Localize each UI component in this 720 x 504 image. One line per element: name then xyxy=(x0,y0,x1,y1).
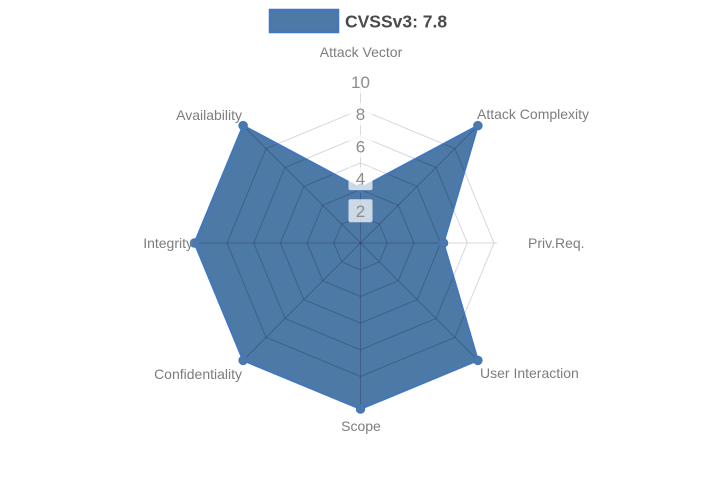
axis-label-attack-vector: Attack Vector xyxy=(320,44,403,60)
grid-spoke-inner xyxy=(239,125,361,244)
vertex-marker xyxy=(355,404,366,414)
axis-label-integrity: Integrity xyxy=(143,235,193,251)
axis-label-scope: Scope xyxy=(341,418,381,434)
axis-label-attack-complexity: Attack Complexity xyxy=(477,106,589,122)
radial-tick-label: 4 xyxy=(356,170,365,189)
tick-box xyxy=(348,199,373,223)
legend: CVSSv3: 7.8 xyxy=(268,8,447,34)
grid-ring-inner xyxy=(306,189,415,297)
legend-swatch xyxy=(268,8,340,34)
vertex-marker xyxy=(473,120,483,131)
grid-ring-inner xyxy=(279,162,442,324)
legend-label: CVSSv3: 7.8 xyxy=(345,12,447,32)
grid-spoke-inner xyxy=(360,125,478,244)
radial-tick-labels: 2 4 6 8 10 xyxy=(343,70,378,223)
tick-box xyxy=(343,70,378,94)
axis-label-user-interaction: User Interaction xyxy=(480,365,579,381)
axis-label-priv-req: Priv.Req. xyxy=(528,235,585,251)
vertex-marker xyxy=(238,355,248,366)
vertex-marker xyxy=(238,120,248,131)
radial-tick-label: 8 xyxy=(356,105,365,124)
radial-tick-label: 10 xyxy=(351,73,370,92)
radar-data-fill xyxy=(194,125,478,410)
tick-box xyxy=(348,167,373,191)
axis-labels: Attack Vector Attack Complexity Priv.Req. U… xyxy=(143,44,589,434)
vertex-marker xyxy=(473,355,483,366)
radial-tick-label: 2 xyxy=(356,202,365,221)
grid-ring-inner xyxy=(333,215,388,271)
radar-vertex-markers xyxy=(189,120,483,414)
axis-label-availability: Availability xyxy=(176,107,242,123)
grid-ring-inner xyxy=(253,135,468,351)
radial-tick-label: 6 xyxy=(356,137,365,156)
vertex-marker xyxy=(189,238,200,248)
grid-spoke-inner xyxy=(239,242,361,364)
tick-box xyxy=(348,102,373,126)
vertex-marker xyxy=(438,238,449,248)
tick-box xyxy=(348,134,373,158)
axis-label-confidentiality: Confidentiality xyxy=(154,366,242,382)
grid-spoke-inner xyxy=(360,242,478,364)
